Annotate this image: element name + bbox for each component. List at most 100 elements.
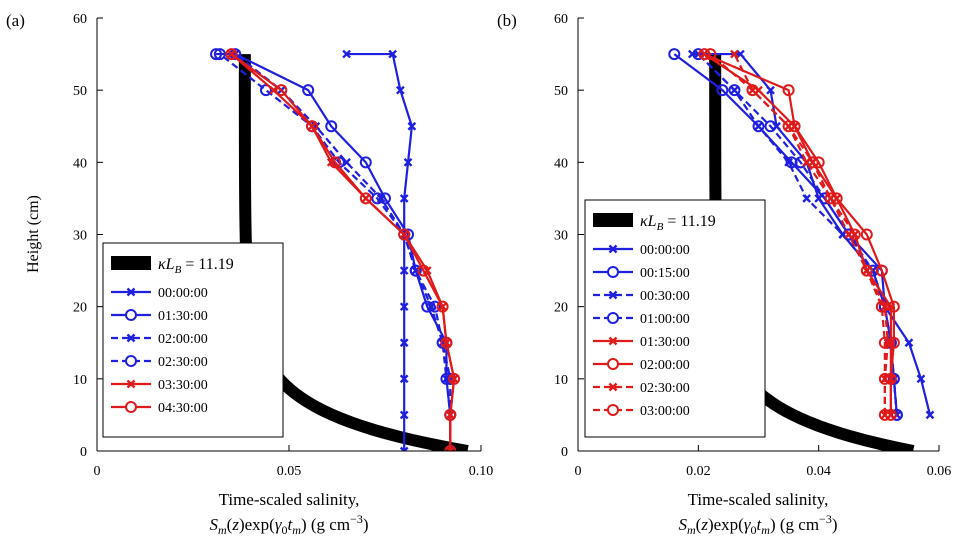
legend-label: 02:00:00: [640, 358, 690, 373]
legend: κLB = 11.19 00:00:00 01:30:00 02:00:00 02:30…: [102, 242, 284, 438]
legend-label: 02:30:00: [158, 355, 208, 370]
data-point: [359, 192, 372, 205]
data-point: [766, 85, 775, 95]
legend-marker: [608, 244, 618, 254]
x-tick-label: 0.05: [277, 464, 302, 479]
data-point: [440, 336, 453, 349]
data-point: [878, 336, 891, 349]
data-point: [371, 192, 384, 205]
legend-marker: [607, 404, 619, 416]
data-point: [716, 84, 729, 97]
data-point: [409, 264, 422, 277]
legend-marker: [126, 333, 136, 343]
legend-marker: [125, 355, 137, 367]
data-point: [754, 121, 763, 131]
data-point: [782, 84, 795, 97]
y-tick-label: 30: [554, 229, 568, 244]
data-point: [730, 49, 739, 59]
data-point: [399, 266, 409, 275]
legend-label: 02:30:00: [640, 381, 690, 396]
data-point: [445, 446, 455, 451]
data-point: [275, 84, 288, 97]
data-point: [403, 157, 413, 167]
data-point: [306, 120, 319, 133]
data-point: [752, 120, 765, 133]
data-point: [359, 156, 372, 169]
y-tick-label: 60: [73, 12, 87, 27]
series-line: [234, 53, 452, 451]
panel-label: (b): [497, 11, 517, 30]
data-point: [806, 156, 819, 169]
data-point: [878, 372, 891, 385]
legend-label: 00:15:00: [640, 266, 690, 281]
data-point: [904, 338, 914, 348]
legend-label: 04:30:00: [158, 401, 208, 416]
data-point: [782, 120, 795, 133]
legend-marker: [608, 382, 618, 392]
data-point: [399, 338, 409, 348]
legend-label-model: κLB = 11.19: [158, 256, 234, 276]
data-point: [436, 300, 449, 313]
data-point: [668, 48, 681, 61]
legend-label: 01:30:00: [640, 335, 690, 350]
x-tick-label: 0: [575, 464, 582, 479]
data-point: [399, 446, 409, 451]
x-tick-label: 0.02: [686, 464, 711, 479]
data-point: [417, 264, 430, 277]
y-tick-label: 10: [554, 373, 568, 388]
y-tick-label: 20: [73, 301, 87, 316]
data-point: [875, 264, 888, 277]
data-point: [388, 49, 398, 59]
x-tick-label: 0.04: [806, 464, 831, 479]
legend-label: 03:00:00: [640, 404, 690, 419]
data-point: [764, 120, 777, 133]
x-axis-label-line2: Sm(z)exp(γ0tm) (g cm−3): [210, 512, 369, 537]
x-tick-label: 0.10: [469, 464, 494, 479]
data-point: [399, 194, 409, 203]
data-point: [860, 228, 873, 241]
data-point: [878, 408, 891, 421]
y-tick-label: 10: [73, 373, 87, 388]
series-line: [692, 52, 932, 416]
chart-panel-b: (b) 0 10 20 30 40 50 60 0 0.02 0.04 0.06 Time-scal…: [497, 11, 951, 537]
series-group: [668, 48, 935, 421]
data-point: [259, 84, 272, 97]
legend-marker: [125, 401, 137, 413]
legend-label: 03:30:00: [158, 378, 208, 393]
legend-marker: [608, 290, 618, 300]
legend-label: 01:30:00: [158, 309, 208, 324]
data-point: [444, 445, 457, 451]
y-tick-label: 30: [73, 229, 87, 244]
data-point: [396, 85, 405, 95]
data-point: [704, 48, 717, 61]
y-axis-label: Height (cm): [25, 195, 42, 273]
data-point: [698, 48, 711, 61]
data-point: [784, 157, 793, 167]
data-point: [824, 192, 837, 205]
x-axis-label-line1: Time-scaled salinity,: [688, 490, 829, 509]
legend-marker: [607, 266, 619, 278]
data-point: [399, 302, 409, 312]
data-point: [342, 49, 351, 59]
data-point: [887, 300, 900, 313]
legend-marker: [125, 309, 137, 321]
data-point: [802, 194, 811, 203]
y-tick-label: 50: [554, 84, 568, 99]
data-point: [302, 84, 315, 97]
x-axis-label-line2: Sm(z)exp(γ0tm) (g cm−3): [679, 512, 838, 537]
data-point: [728, 84, 741, 97]
legend-label: 00:00:00: [158, 286, 208, 301]
data-point: [860, 264, 873, 277]
series-group: [210, 48, 461, 451]
data-point: [399, 410, 409, 420]
data-point: [746, 84, 759, 97]
legend-marker: [607, 312, 619, 324]
data-point: [399, 374, 409, 384]
axis-ticks: 0 10 20 30 40 50 60 0 0.02 0.04 0.06: [554, 12, 951, 479]
series-line: [709, 53, 886, 415]
data-point: [210, 48, 223, 61]
axis-ticks: 0 10 20 30 40 50 60 0 0.05 0.10: [73, 12, 493, 479]
y-tick-label: 0: [80, 445, 87, 460]
y-tick-label: 40: [554, 156, 568, 171]
